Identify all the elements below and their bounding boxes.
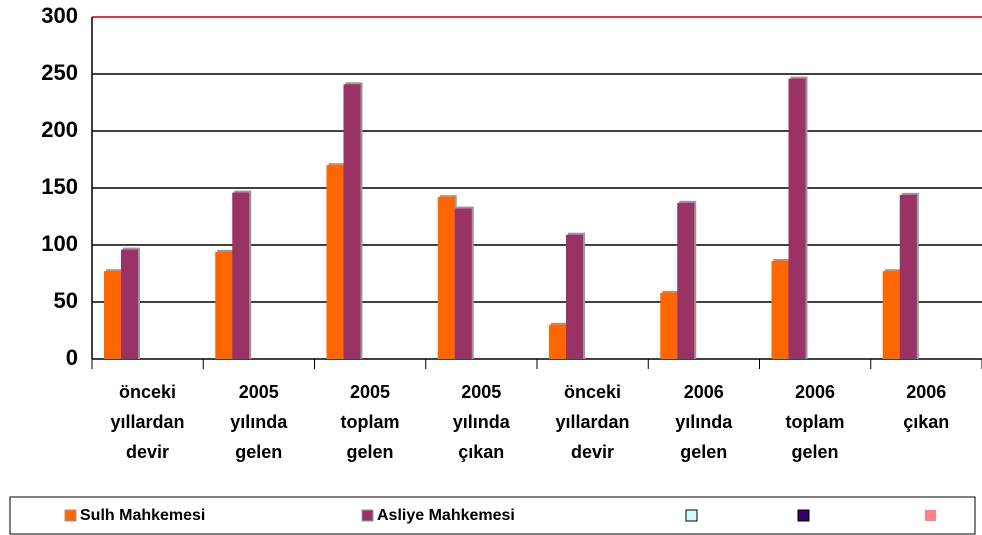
legend-label: Sulh Mahkemesi (80, 507, 205, 524)
legend-box (9, 496, 976, 535)
x-tick-label: 2006 çıkan (903, 382, 950, 432)
x-tick-label: 2006 yılında gelen (675, 382, 733, 462)
legend-swatch (797, 509, 810, 522)
y-tick-label: 50 (54, 288, 78, 313)
x-tick-label: 2005 yılında çıkan (452, 382, 510, 462)
bar (771, 260, 789, 359)
bar (882, 271, 900, 359)
bar (121, 249, 138, 359)
legend-swatch (925, 510, 936, 521)
bar (677, 202, 695, 359)
x-tick-label: 2006 toplam gelen (785, 382, 845, 462)
x-tick-label: önceki yıllardan devir (555, 382, 630, 462)
y-tick-label: 100 (41, 231, 78, 256)
bar (660, 292, 678, 359)
bar (326, 165, 344, 359)
bar (437, 197, 455, 359)
bar (104, 271, 121, 359)
y-tick-label: 0 (66, 345, 78, 370)
x-tick-label: 2005 yılında gelen (230, 382, 288, 462)
legend-swatch (64, 509, 77, 522)
bar (454, 208, 472, 359)
y-tick-label: 300 (41, 3, 78, 28)
x-tick-label: 2005 toplam gelen (340, 382, 400, 462)
bar (788, 78, 806, 359)
bar (566, 234, 583, 359)
y-tick-label: 250 (41, 60, 78, 85)
y-tick-label: 150 (41, 174, 78, 199)
legend-swatch (685, 509, 698, 522)
y-tick-label: 200 (41, 117, 78, 142)
legend-swatch (361, 509, 374, 522)
bar (343, 84, 361, 359)
legend-label: Asliye Mahkemesi (377, 507, 515, 524)
bar (899, 194, 917, 359)
bar (232, 192, 250, 359)
bar (549, 324, 566, 359)
x-tick-label: önceki yıllardan devir (110, 382, 185, 462)
bar (215, 251, 233, 359)
